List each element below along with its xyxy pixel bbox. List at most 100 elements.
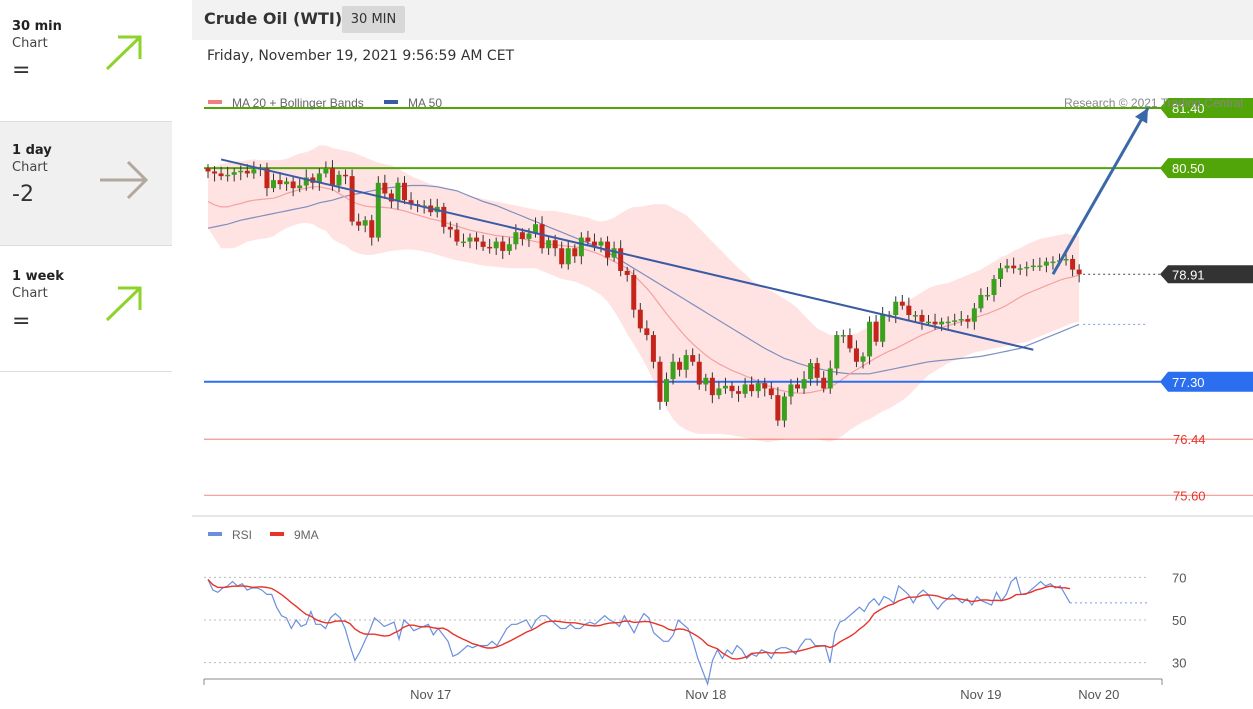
rsi-legend-swatch — [270, 532, 284, 536]
candle — [284, 181, 290, 185]
candle — [814, 363, 820, 378]
instrument-title: Crude Oil (WTI) — [204, 9, 343, 28]
candle — [1037, 265, 1043, 268]
candle — [952, 320, 958, 322]
candle — [500, 241, 506, 251]
candle — [362, 220, 368, 226]
candle — [441, 206, 447, 227]
candle — [860, 356, 866, 362]
timeframe-name: 1 day — [12, 143, 52, 158]
timeframe-30min[interactable]: 30 min Chart = — [0, 0, 172, 122]
candle — [552, 240, 558, 249]
candle — [454, 229, 460, 242]
candle — [277, 180, 283, 185]
candle — [290, 181, 296, 189]
timeframe-sub: Chart — [12, 36, 48, 51]
timeframe-sub: Chart — [12, 286, 48, 301]
candle — [487, 246, 493, 249]
rsi-line — [207, 576, 1071, 687]
candle — [664, 379, 669, 402]
candle — [447, 226, 453, 230]
candle — [978, 294, 984, 309]
rsi-tick-label: 30 — [1172, 656, 1186, 671]
candle — [893, 301, 899, 316]
candle — [958, 319, 964, 321]
candle — [264, 168, 270, 189]
candle — [611, 248, 617, 258]
candle — [808, 363, 814, 380]
rsi-ma-line — [207, 579, 1071, 660]
level-label: 80.50 — [1172, 161, 1205, 176]
candle — [742, 384, 748, 394]
candle — [467, 237, 473, 242]
arrow-up-right-icon — [105, 286, 142, 322]
timeframe-sub: Chart — [12, 160, 48, 175]
candle — [1070, 258, 1076, 270]
candle — [1017, 268, 1023, 270]
candle — [356, 221, 362, 226]
rsi-tick-label: 50 — [1172, 613, 1186, 628]
candle — [847, 335, 853, 349]
candle — [297, 185, 303, 189]
credit-text: Research © 2021 Trading Central — [1064, 96, 1243, 110]
candle — [323, 168, 329, 174]
candle — [591, 241, 597, 246]
level-label: 75.60 — [1173, 488, 1206, 503]
candle — [834, 335, 840, 369]
candle — [762, 383, 768, 389]
interval-badge[interactable]: 30 MIN — [342, 6, 405, 33]
candle — [218, 173, 224, 177]
candle — [939, 321, 945, 325]
candle — [343, 174, 349, 177]
candle — [212, 171, 218, 174]
candle — [729, 385, 735, 392]
candle — [644, 328, 650, 336]
candle — [506, 244, 512, 251]
candle — [303, 177, 309, 186]
candle — [565, 248, 571, 265]
last-price-tag — [1160, 265, 1253, 284]
candle — [388, 193, 394, 202]
candle — [349, 176, 355, 222]
candle — [316, 173, 322, 183]
candle — [1063, 258, 1069, 261]
candle — [336, 174, 342, 186]
candle — [402, 182, 407, 201]
candle — [670, 361, 676, 380]
candle — [585, 237, 591, 242]
candle — [624, 270, 630, 275]
candle — [709, 377, 715, 396]
timeframe-1week[interactable]: 1 week Chart = — [0, 246, 172, 372]
candle — [526, 233, 532, 239]
candle — [375, 182, 381, 238]
legend-label: MA 20 + Bollinger Bands — [232, 96, 364, 110]
candle — [271, 180, 276, 189]
candle — [513, 232, 519, 245]
rsi-legend-label: 9MA — [294, 528, 319, 542]
candle — [821, 377, 827, 389]
candle — [677, 361, 683, 370]
candle — [749, 384, 755, 392]
candle — [906, 305, 912, 316]
candle — [991, 278, 997, 295]
legend-label: MA 50 — [408, 96, 442, 110]
candle — [873, 321, 879, 342]
candle — [493, 241, 499, 249]
timeframe-score: = — [12, 309, 31, 334]
candle — [945, 321, 951, 324]
candle — [533, 224, 538, 234]
legend-swatch — [208, 100, 222, 104]
candle — [801, 379, 807, 389]
candle — [755, 383, 761, 392]
projection-arrow-head — [1134, 108, 1148, 124]
candle — [474, 237, 480, 242]
candle — [1004, 265, 1010, 269]
candle — [238, 170, 244, 173]
rsi-legend-swatch — [208, 532, 222, 536]
candle — [1050, 261, 1056, 264]
timeframe-1day[interactable]: 1 day Chart -2 — [0, 122, 172, 246]
candle — [1024, 266, 1030, 269]
arrow-up-right-icon — [105, 35, 142, 71]
candle — [919, 315, 925, 322]
candle — [867, 321, 873, 357]
